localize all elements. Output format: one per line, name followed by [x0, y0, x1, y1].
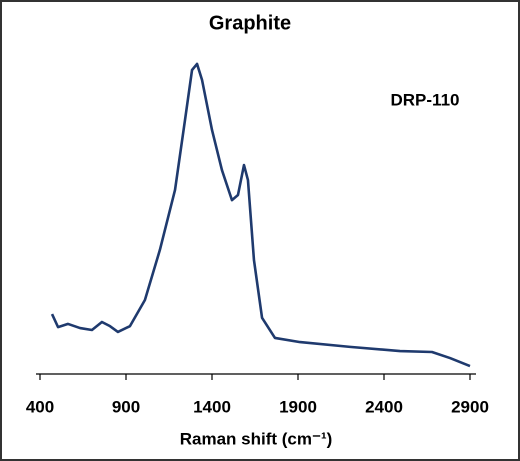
x-axis-label: Raman shift (cm⁻¹) — [180, 429, 333, 448]
chart-title: Graphite — [209, 12, 291, 34]
x-tick-label: 900 — [112, 397, 140, 416]
x-tick-label: 400 — [26, 397, 54, 416]
annotation: DRP-110 — [391, 90, 460, 109]
data-line — [50, 62, 471, 368]
x-tick-label: 2400 — [365, 397, 403, 416]
x-tick-label: 2900 — [451, 397, 489, 416]
x-tick-label: 1400 — [193, 397, 231, 416]
x-tick-label: 1900 — [279, 397, 317, 416]
